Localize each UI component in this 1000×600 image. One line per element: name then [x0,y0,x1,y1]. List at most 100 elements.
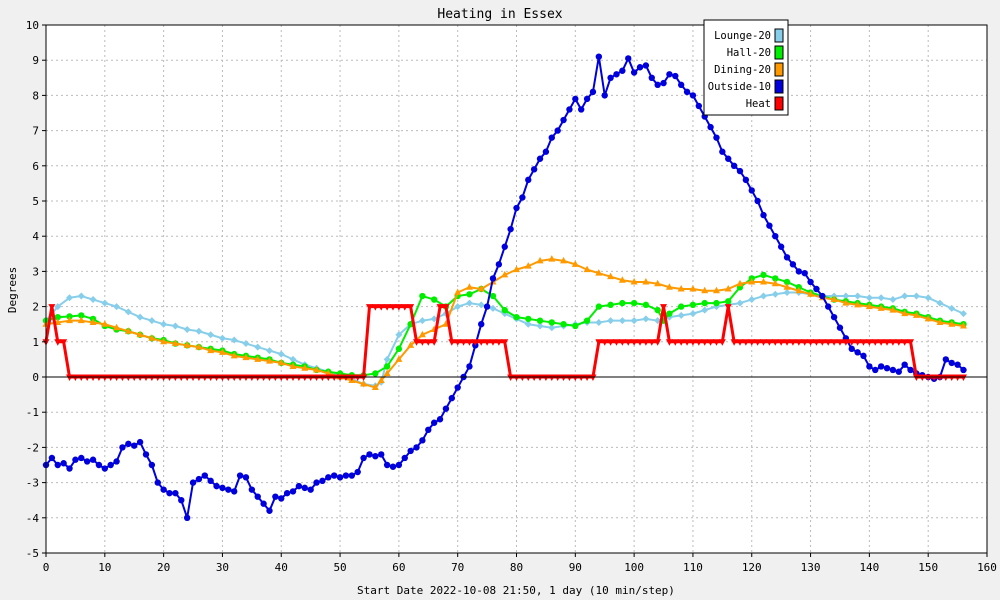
data-point [718,339,726,346]
data-point [125,440,132,448]
data-point [342,374,350,381]
data-point [760,292,768,300]
data-point [654,339,662,346]
data-point [448,394,456,402]
data-point [948,304,956,312]
data-point [724,304,732,311]
data-point [189,374,197,381]
data-point [642,277,650,285]
data-point [442,405,450,412]
y-tick-label: 5 [32,195,39,208]
data-point [307,374,315,381]
data-point [66,313,73,320]
data-point [560,116,567,124]
x-tick-label: 100 [624,561,644,574]
data-point [665,283,673,290]
data-point [536,322,544,330]
data-point [160,320,168,328]
data-point [248,486,256,493]
data-point [454,339,462,346]
data-point [313,479,320,486]
data-point [842,299,850,306]
data-point [218,374,226,381]
data-point [860,352,867,360]
data-point [577,106,585,113]
data-point [677,303,685,310]
data-point [536,374,544,381]
data-point [695,102,703,110]
data-point [178,497,185,504]
data-point [865,302,873,310]
data-point [424,339,432,346]
data-point [595,339,603,346]
data-point [66,374,74,381]
data-point [801,339,809,346]
data-point [130,374,138,381]
data-point [495,261,503,268]
data-point [83,374,91,381]
data-point [260,374,268,381]
data-point [725,298,732,305]
data-point [54,339,62,346]
data-point [942,356,950,363]
data-point [748,187,755,194]
data-point [95,461,103,469]
data-point [889,306,897,313]
data-point [654,81,661,89]
y-tick-label: 2 [32,301,39,314]
data-point [889,366,897,374]
data-point [518,374,526,381]
y-tick-label: 9 [32,54,39,67]
data-point [654,279,662,287]
data-point [230,336,238,344]
data-point [283,374,291,381]
data-point [254,355,262,362]
data-point [954,374,962,381]
data-point [71,374,79,381]
data-point [783,278,791,286]
data-point [907,366,914,374]
data-point [530,166,538,173]
data-point [60,339,68,346]
data-point [536,155,544,162]
data-point [618,276,626,283]
data-point [918,374,926,381]
y-tick-label: -3 [26,477,39,490]
data-point [101,320,109,327]
data-point [825,303,832,310]
data-point [301,374,309,381]
data-point [630,277,638,285]
data-point [366,451,373,458]
data-point [483,339,491,346]
data-point [595,318,603,326]
data-point [801,269,808,277]
data-point [383,363,391,370]
data-point [565,374,573,381]
legend-label: Heat [746,98,771,110]
data-point [289,362,297,369]
x-tick-label: 80 [510,561,523,574]
data-point [107,461,114,469]
data-point [66,294,74,302]
data-point [454,303,462,311]
data-point [677,339,685,346]
x-tick-label: 90 [569,561,582,574]
x-tick-label: 150 [918,561,938,574]
data-point [289,355,297,363]
data-point [771,279,779,287]
data-point [360,374,368,381]
data-point [936,318,944,325]
legend-swatch [774,45,784,60]
data-point [318,374,326,381]
data-point [54,313,61,321]
data-point [489,292,497,300]
data-point [883,365,891,372]
data-point [777,243,785,250]
plot-border [45,24,988,554]
data-point [172,489,179,497]
data-point [907,339,915,346]
data-point [330,472,338,479]
data-point [283,489,291,497]
data-point [354,374,362,381]
